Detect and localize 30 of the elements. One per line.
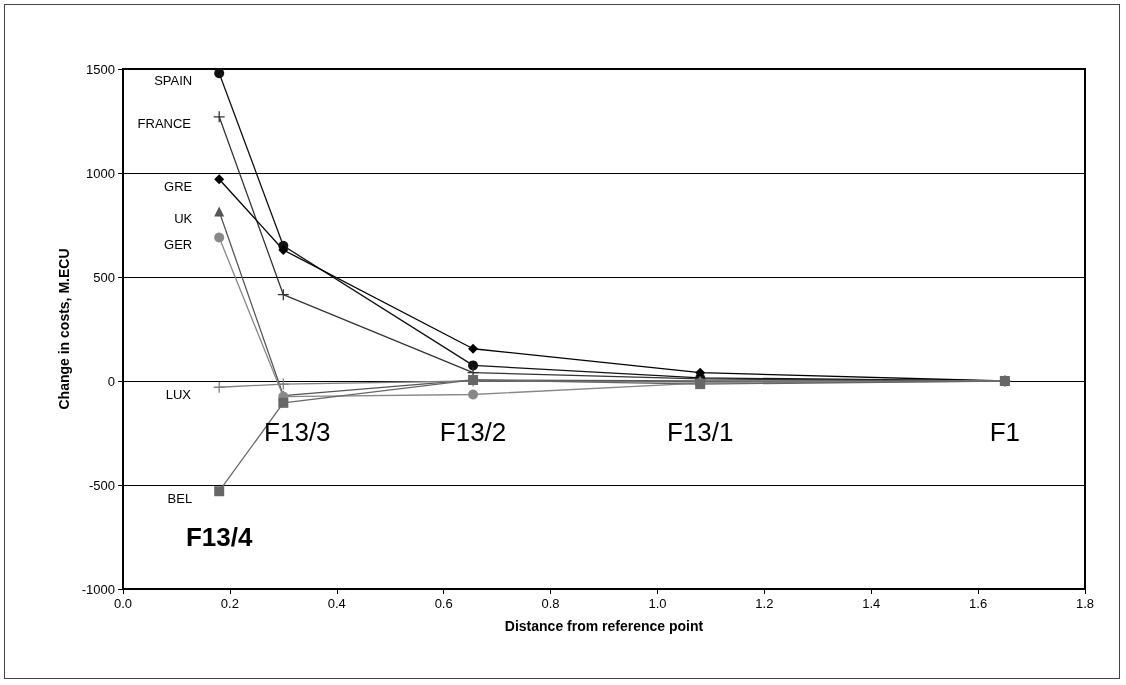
y-tick-label: 1000: [86, 165, 115, 181]
x-tick-label: 0.0: [113, 596, 133, 611]
series-label: BEL: [167, 490, 193, 506]
series-label: GER: [164, 236, 193, 252]
annotation: F13/4: [185, 522, 253, 552]
annotation: F13/3: [264, 417, 331, 447]
series-label: LUX: [165, 386, 192, 402]
y-tick-label: 1500: [86, 61, 115, 77]
x-tick-label: 1.4: [862, 596, 881, 611]
annotation: F13/2: [439, 417, 507, 447]
series-label: UK: [174, 210, 193, 226]
series-label: SPAIN: [154, 72, 193, 88]
series-label: FRANCE: [137, 116, 192, 132]
x-tick-label: 1.0: [648, 596, 667, 611]
y-tick-label: -1000: [81, 581, 115, 597]
annotation: F1: [989, 417, 1021, 447]
x-tick-label: 0.8: [541, 596, 560, 611]
x-tick-label: 1.2: [755, 596, 774, 611]
x-tick-label: 0.2: [220, 596, 239, 611]
y-tick-label: 500: [93, 269, 115, 285]
y-axis-title: Change in costs, M.ECU: [55, 248, 72, 410]
x-axis-title: Distance from reference point: [504, 618, 704, 634]
x-tick-label: 1.8: [1075, 596, 1095, 611]
x-tick-label: 0.4: [327, 596, 346, 611]
annotation: F13/1: [666, 417, 734, 447]
series-label: GRE: [164, 178, 193, 194]
x-tick-label: 1.6: [969, 596, 988, 611]
y-tick-label: -500: [88, 477, 115, 493]
x-tick-label: 0.6: [434, 596, 453, 611]
y-tick-label: 0: [107, 373, 115, 389]
